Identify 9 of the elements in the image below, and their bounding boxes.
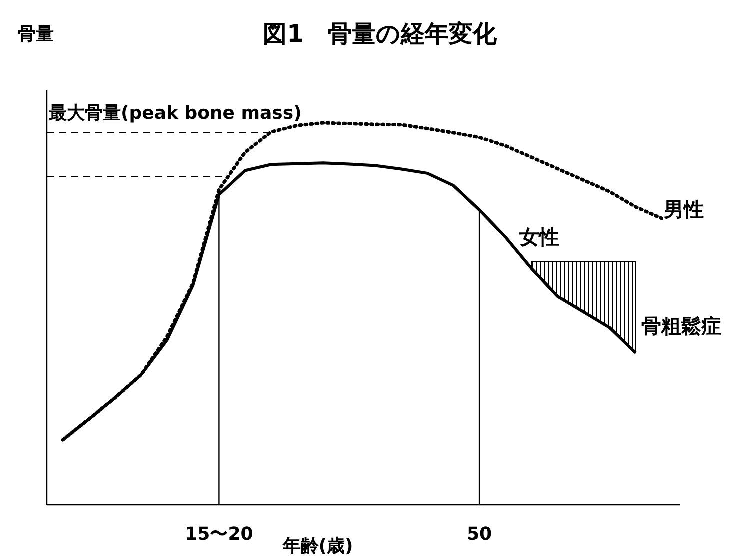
x-axis-title: 年齢(歳) xyxy=(282,536,354,557)
x-tick-label: 50 xyxy=(467,524,492,545)
y-axis-title: 骨量 xyxy=(18,24,54,45)
series-label: 男性 xyxy=(662,198,704,222)
chart-title: 図1 骨量の経年変化 xyxy=(263,20,498,48)
annotation: 骨粗鬆症 xyxy=(642,314,722,338)
ref-line-label: 最大骨量(peak bone mass) xyxy=(48,102,302,124)
series-label: 女性 xyxy=(518,225,560,250)
x-tick-label: 15〜20 xyxy=(185,524,254,545)
